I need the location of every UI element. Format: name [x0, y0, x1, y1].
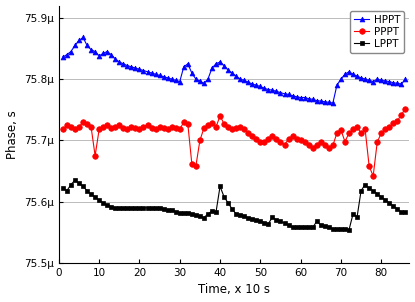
LPPT [229, 207, 234, 211]
LPPT [68, 183, 73, 186]
LPPT [81, 185, 85, 188]
HPPT [326, 101, 331, 104]
PPPT [226, 125, 231, 129]
HPPT [330, 101, 335, 105]
LPPT [73, 178, 78, 182]
LPPT [101, 201, 106, 205]
PPPT [61, 127, 66, 131]
PPPT [97, 127, 102, 131]
PPPT [322, 143, 327, 147]
LPPT [326, 226, 331, 229]
HPPT [81, 36, 85, 39]
Y-axis label: Phase, s: Phase, s [5, 110, 19, 159]
LPPT [359, 189, 364, 192]
Line: HPPT: HPPT [61, 35, 408, 105]
PPPT [76, 125, 81, 129]
HPPT [61, 55, 66, 59]
HPPT [229, 71, 234, 75]
Line: LPPT: LPPT [61, 178, 408, 232]
LPPT [403, 210, 408, 214]
PPPT [351, 127, 356, 131]
HPPT [76, 39, 81, 42]
X-axis label: Time, x 10 s: Time, x 10 s [198, 284, 270, 297]
LPPT [61, 186, 66, 189]
PPPT [371, 174, 376, 178]
HPPT [359, 76, 364, 80]
HPPT [101, 52, 106, 55]
HPPT [403, 77, 408, 81]
LPPT [347, 228, 352, 232]
PPPT [68, 125, 73, 129]
HPPT [68, 50, 73, 53]
Legend: HPPT, PPPT, LPPT: HPPT, PPPT, LPPT [349, 11, 404, 53]
Line: PPPT: PPPT [60, 106, 408, 179]
PPPT [403, 107, 408, 110]
